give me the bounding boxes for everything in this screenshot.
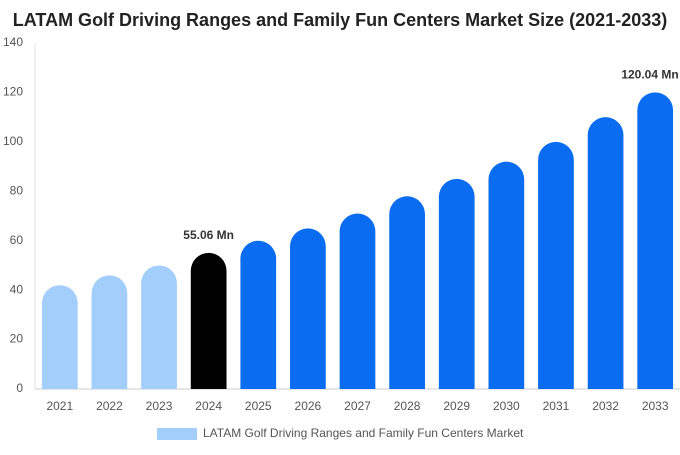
y-tick-label: 100 (3, 134, 23, 148)
y-tick-label: 140 (3, 35, 23, 49)
y-tick-label: 0 (16, 381, 23, 395)
y-tick-label: 20 (10, 332, 24, 346)
x-tick-label: 2029 (443, 399, 470, 413)
bar (141, 265, 177, 389)
bar (438, 178, 475, 389)
data-label: 55.06 Mn (183, 228, 234, 242)
bar (587, 117, 624, 389)
x-tick-label: 2031 (543, 399, 570, 413)
data-label: 120.04 Mn (621, 68, 678, 82)
bar (290, 228, 326, 389)
y-tick-label: 120 (3, 85, 23, 99)
bar (538, 141, 574, 389)
x-tick-label: 2024 (195, 399, 222, 413)
x-tick-label: 2021 (46, 399, 73, 413)
x-tick-label: 2032 (592, 399, 619, 413)
bar (190, 252, 227, 389)
y-tick-label: 60 (10, 233, 24, 247)
x-tick-label: 2027 (344, 399, 371, 413)
bar (488, 161, 525, 389)
x-tick-label: 2028 (394, 399, 421, 413)
legend-label: LATAM Golf Driving Ranges and Family Fun… (203, 426, 524, 440)
bar (41, 285, 78, 389)
y-tick-label: 40 (10, 282, 24, 296)
x-tick-label: 2023 (146, 399, 173, 413)
y-tick-label: 80 (10, 183, 24, 197)
x-tick-label: 2033 (642, 399, 669, 413)
bar (389, 196, 425, 389)
bar (240, 240, 277, 389)
bar (637, 92, 674, 390)
bar (91, 275, 128, 389)
chart-title: LATAM Golf Driving Ranges and Family Fun… (13, 10, 668, 30)
x-tick-label: 2025 (245, 399, 272, 413)
x-tick-label: 2026 (295, 399, 322, 413)
x-tick-label: 2030 (493, 399, 520, 413)
bar (339, 213, 376, 389)
legend-swatch (157, 428, 197, 440)
x-tick-label: 2022 (96, 399, 123, 413)
